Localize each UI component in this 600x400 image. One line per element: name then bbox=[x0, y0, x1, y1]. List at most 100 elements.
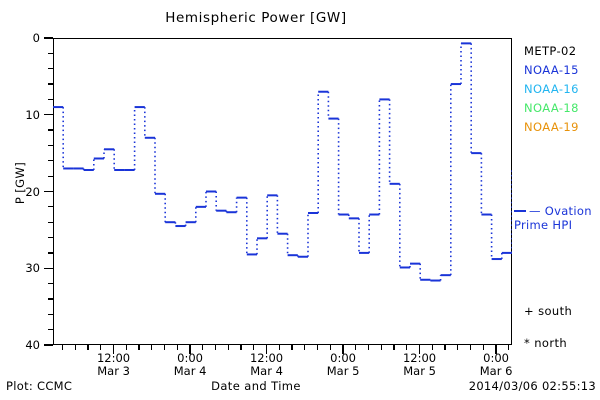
x-tick-minor bbox=[380, 345, 382, 350]
x-tick-minor bbox=[214, 345, 217, 350]
series-noaa-15 bbox=[53, 42, 512, 282]
x-tick-minor bbox=[87, 345, 89, 350]
x-tick-major bbox=[112, 345, 115, 354]
y-tick-minor bbox=[48, 52, 53, 54]
y-tick-minor bbox=[48, 98, 53, 101]
x-tick-date: Mar 4 bbox=[250, 363, 283, 378]
legend-symbol-north: * north bbox=[524, 336, 568, 350]
x-tick-date: Mar 4 bbox=[173, 363, 207, 378]
x-tick-minor bbox=[431, 345, 433, 350]
x-tick-date: Mar 6 bbox=[479, 363, 513, 378]
x-tick-minor bbox=[100, 345, 102, 350]
x-tick-minor bbox=[482, 345, 484, 350]
plot-timestamp-label: 2014/03/06 02:55:13 bbox=[468, 379, 596, 393]
x-tick-minor bbox=[393, 345, 395, 350]
x-tick-minor bbox=[138, 345, 140, 350]
ovation-legend-line2: Prime HPI bbox=[514, 217, 573, 232]
x-tick-label: 12:00 Mar 5 bbox=[380, 352, 460, 377]
x-tick-minor bbox=[163, 345, 166, 350]
plot-source-label: Plot: CCMC bbox=[6, 379, 73, 393]
x-tick-date: Mar 5 bbox=[326, 363, 360, 378]
plot-data-area bbox=[53, 42, 512, 282]
y-tick-minor bbox=[48, 298, 53, 300]
ovation-line-swatch bbox=[514, 209, 526, 212]
x-tick-minor bbox=[291, 345, 293, 350]
y-tick-minor bbox=[48, 329, 53, 331]
y-tick-minor bbox=[48, 313, 53, 315]
x-tick-minor bbox=[508, 345, 510, 350]
y-tick-minor bbox=[48, 160, 53, 162]
x-tick-label: 0:00 Mar 5 bbox=[303, 352, 383, 377]
x-tick-label: 0:00 Mar 6 bbox=[456, 352, 536, 377]
y-tick-label: 20 bbox=[25, 184, 40, 199]
legend-item-noaa-19[interactable]: NOAA-19 bbox=[524, 120, 579, 134]
x-tick-minor bbox=[355, 345, 357, 350]
x-tick-minor bbox=[329, 345, 331, 350]
y-tick-label: 0 bbox=[32, 31, 40, 45]
ovation-prime-legend: — Ovation Prime HPI bbox=[514, 204, 600, 232]
x-tick-minor bbox=[227, 345, 229, 350]
y-tick-minor bbox=[48, 68, 53, 70]
x-tick-minor bbox=[367, 345, 370, 350]
y-tick-minor bbox=[48, 129, 53, 131]
x-tick-label: 0:00 Mar 4 bbox=[150, 352, 230, 377]
y-tick-major bbox=[44, 344, 53, 346]
x-tick-major bbox=[342, 345, 344, 354]
x-tick-time: 0:00 bbox=[483, 351, 509, 365]
x-tick-time: 0:00 bbox=[330, 351, 356, 365]
x-tick-minor bbox=[125, 345, 127, 350]
x-tick-minor bbox=[469, 345, 472, 350]
y-tick-label: 30 bbox=[25, 261, 40, 276]
x-tick-major bbox=[265, 345, 268, 354]
x-tick-time: 12:00 bbox=[96, 351, 131, 365]
y-tick-minor bbox=[48, 282, 53, 285]
x-tick-major bbox=[418, 345, 421, 354]
y-tick-label: 10 bbox=[25, 107, 40, 122]
y-tick-major bbox=[44, 114, 53, 116]
y-tick-minor bbox=[48, 236, 53, 239]
x-tick-date: Mar 5 bbox=[403, 363, 436, 378]
y-tick-minor bbox=[48, 83, 53, 85]
y-tick-minor bbox=[48, 252, 53, 254]
x-tick-minor bbox=[176, 345, 178, 350]
legend-item-metp-02[interactable]: METP-02 bbox=[524, 44, 577, 58]
legend-symbol-south: + south bbox=[524, 304, 573, 318]
y-tick-major bbox=[44, 267, 53, 269]
x-tick-minor bbox=[278, 345, 280, 350]
legend-item-noaa-15[interactable]: NOAA-15 bbox=[524, 63, 579, 77]
x-tick-minor bbox=[253, 345, 255, 350]
y-tick-major bbox=[44, 190, 53, 193]
y-tick-major bbox=[44, 37, 53, 39]
x-tick-minor bbox=[61, 345, 64, 350]
x-tick-date: Mar 3 bbox=[97, 363, 130, 378]
satellite-legend: METP-02 NOAA-15 NOAA-16 NOAA-18 NOAA-19 bbox=[524, 42, 600, 137]
x-tick-minor bbox=[444, 345, 446, 350]
y-axis-label: P [GW] bbox=[13, 161, 27, 205]
x-tick-minor bbox=[406, 345, 408, 350]
x-tick-minor bbox=[74, 345, 76, 350]
x-tick-minor bbox=[240, 345, 242, 350]
symbol-legend: + south * north bbox=[524, 295, 600, 359]
x-tick-time: 12:00 bbox=[402, 351, 437, 365]
y-tick-minor bbox=[48, 221, 53, 223]
x-tick-label: 12:00 Mar 3 bbox=[74, 352, 154, 377]
y-tick-minor bbox=[48, 206, 53, 208]
x-tick-time: 12:00 bbox=[249, 351, 284, 365]
x-tick-label: 12:00 Mar 4 bbox=[227, 352, 307, 377]
chart-title: Hemispheric Power [GW] bbox=[165, 10, 347, 26]
x-tick-minor bbox=[304, 345, 306, 350]
x-axis-label: Date and Time bbox=[211, 379, 301, 393]
legend-item-noaa-16[interactable]: NOAA-16 bbox=[524, 82, 579, 96]
x-tick-minor bbox=[202, 345, 204, 350]
x-tick-minor bbox=[457, 345, 459, 350]
y-tick-minor bbox=[48, 175, 53, 177]
x-tick-minor bbox=[151, 345, 153, 350]
x-tick-major bbox=[189, 345, 191, 354]
y-tick-minor bbox=[48, 144, 53, 147]
x-tick-major bbox=[495, 345, 497, 354]
plot-frame bbox=[53, 38, 512, 345]
x-tick-time: 0:00 bbox=[177, 351, 203, 365]
legend-item-noaa-18[interactable]: NOAA-18 bbox=[524, 101, 579, 115]
ovation-legend-line1: — Ovation bbox=[529, 204, 592, 218]
